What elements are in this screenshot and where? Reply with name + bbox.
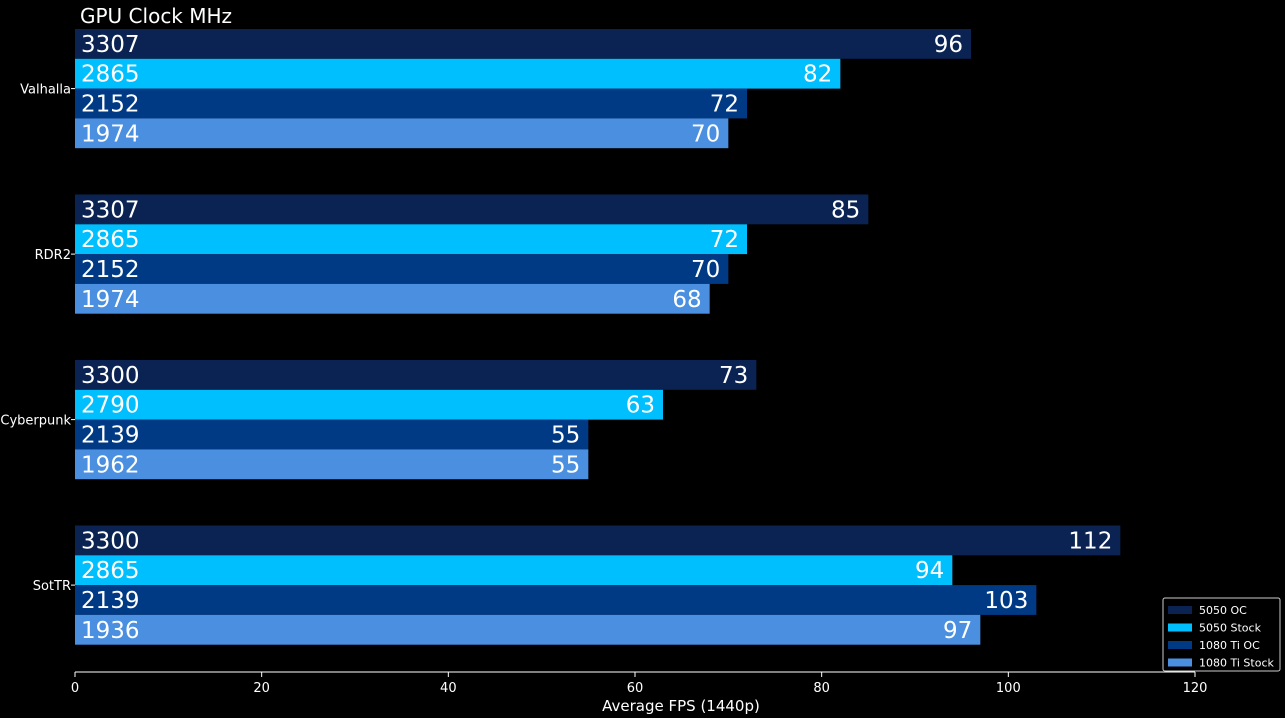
chart-title: GPU Clock MHz xyxy=(80,4,232,28)
bar-sottr-1080-ti-stock xyxy=(75,614,981,645)
bar-value-label: 97 xyxy=(943,618,972,644)
legend-label: 1080 Ti Stock xyxy=(1199,657,1274,670)
bar-valhalla-1080-ti-stock xyxy=(75,118,729,149)
legend-label: 1080 Ti OC xyxy=(1199,639,1260,652)
category-label: RDR2 xyxy=(35,248,71,263)
bar-value-label: 55 xyxy=(551,423,580,449)
category-label: SotTR xyxy=(33,579,71,594)
bar-value-label: 94 xyxy=(915,558,944,584)
bar-rdr2-1080-ti-stock xyxy=(75,283,710,314)
bar-value-label: 72 xyxy=(710,92,739,118)
bar-clock-label: 2865 xyxy=(81,227,140,253)
bar-value-label: 82 xyxy=(803,62,832,88)
bar-cyberpunk-5050-oc xyxy=(75,360,757,390)
bar-sottr-1080-ti-oc xyxy=(75,585,1037,615)
bar-value-label: 85 xyxy=(831,197,860,223)
legend-swatch xyxy=(1168,606,1192,614)
bar-valhalla-5050-stock xyxy=(75,58,841,89)
bar-clock-label: 1962 xyxy=(81,452,140,478)
bar-clock-label: 2865 xyxy=(81,62,140,88)
bar-clock-label: 2865 xyxy=(81,558,140,584)
legend-swatch xyxy=(1168,658,1192,667)
bar-rdr2-5050-stock xyxy=(75,224,747,255)
bar-valhalla-1080-ti-oc xyxy=(75,88,747,119)
legend: 5050 OC 5050 Stock 1080 Ti OC 1080 Ti Stock xyxy=(1162,597,1281,672)
x-tick-label: 40 xyxy=(440,681,457,696)
x-axis: 0 20 40 60 80 100 120 xyxy=(71,671,1208,696)
x-tick-label: 20 xyxy=(253,681,270,696)
bar-clock-label: 2152 xyxy=(81,257,140,283)
bar-clock-label: 1936 xyxy=(81,618,140,644)
x-tick-label: 0 xyxy=(71,681,79,696)
bar-cyberpunk-1080-ti-stock xyxy=(75,449,589,480)
bar-rdr2-5050-oc xyxy=(75,194,869,225)
legend-box xyxy=(1162,597,1281,672)
bar-valhalla-5050-oc xyxy=(75,29,971,59)
bar-value-label: 68 xyxy=(672,287,701,313)
bar-sottr-5050-oc xyxy=(75,525,1121,556)
legend-label: 5050 OC xyxy=(1199,604,1247,617)
bar-value-label: 96 xyxy=(934,32,963,58)
bar-clock-label: 3307 xyxy=(81,197,140,223)
category-label: Valhalla xyxy=(20,83,71,98)
bar-rdr2-1080-ti-oc xyxy=(75,254,729,284)
bar-clock-label: 1974 xyxy=(81,287,140,313)
bar-value-label: 63 xyxy=(626,393,655,419)
bar-value-label: 73 xyxy=(719,363,748,389)
bar-clock-label: 3300 xyxy=(81,528,140,554)
category-labels: Valhalla RDR2 Cyberpunk SotTR xyxy=(0,83,75,594)
x-tick-label: 100 xyxy=(996,681,1021,696)
bar-clock-label: 2790 xyxy=(81,393,140,419)
x-tick-label: 60 xyxy=(627,681,644,696)
x-tick-label: 120 xyxy=(1183,681,1208,696)
bar-value-label: 103 xyxy=(984,588,1028,614)
bar-value-label: 55 xyxy=(551,452,580,478)
bar-value-label: 70 xyxy=(691,121,720,147)
legend-swatch xyxy=(1168,623,1192,632)
bar-clock-label: 2139 xyxy=(81,423,140,449)
bar-cyberpunk-5050-stock xyxy=(75,389,663,420)
bar-sottr-5050-stock xyxy=(75,555,953,586)
x-axis-title: Average FPS (1440p) xyxy=(602,697,760,715)
x-tick-label: 80 xyxy=(813,681,830,696)
category-label: Cyberpunk xyxy=(0,414,71,429)
bar-clock-label: 3300 xyxy=(81,363,140,389)
legend-label: 5050 Stock xyxy=(1199,622,1262,635)
bar-value-label: 112 xyxy=(1068,528,1112,554)
bar-clock-label: 1974 xyxy=(81,121,140,147)
bar-cyberpunk-1080-ti-oc xyxy=(75,419,589,450)
bar-value-label: 72 xyxy=(710,227,739,253)
legend-swatch xyxy=(1168,641,1192,649)
bar-value-label: 70 xyxy=(691,257,720,283)
bars-group: 3307 96 2865 82 2152 72 1974 70 3307 85 2865 72 2152… xyxy=(75,29,1121,645)
bar-clock-label: 2139 xyxy=(81,588,140,614)
bar-clock-label: 3307 xyxy=(81,32,140,58)
bar-clock-label: 2152 xyxy=(81,92,140,118)
